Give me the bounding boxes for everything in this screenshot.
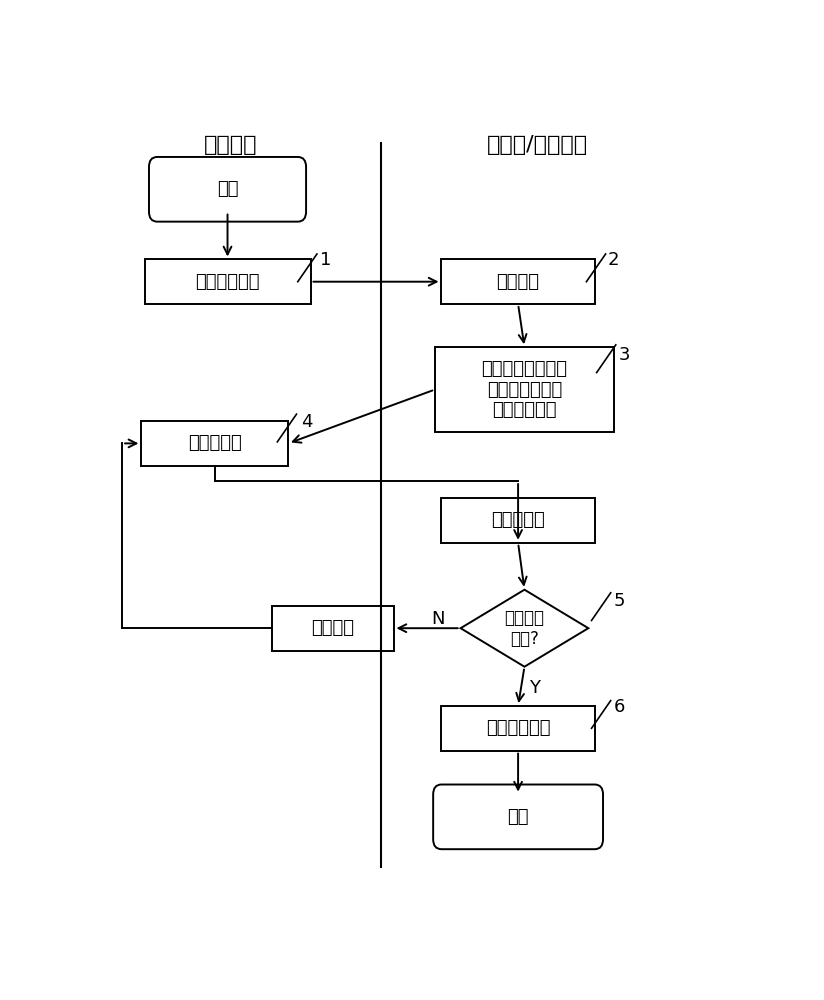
Text: 接收文件包: 接收文件包 — [491, 511, 545, 529]
Text: 通知上传: 通知上传 — [311, 619, 354, 637]
FancyBboxPatch shape — [442, 259, 595, 304]
Text: 开始: 开始 — [217, 180, 238, 198]
FancyBboxPatch shape — [144, 259, 311, 304]
Text: N: N — [432, 610, 445, 628]
Text: 发送文件包: 发送文件包 — [188, 434, 241, 452]
Text: 1: 1 — [320, 251, 331, 269]
Text: 2: 2 — [607, 251, 619, 269]
Text: 6: 6 — [614, 698, 625, 716]
Text: 5: 5 — [614, 592, 625, 610]
Text: 注销当前任务: 注销当前任务 — [486, 719, 550, 737]
FancyBboxPatch shape — [149, 157, 306, 222]
Text: 计算机/数据库端: 计算机/数据库端 — [487, 135, 588, 155]
FancyBboxPatch shape — [141, 421, 288, 466]
FancyBboxPatch shape — [442, 498, 595, 543]
Text: Y: Y — [528, 679, 540, 697]
Text: 焊接电源: 焊接电源 — [204, 135, 257, 155]
FancyBboxPatch shape — [442, 706, 595, 751]
Text: 注册任务: 注册任务 — [497, 273, 540, 291]
Text: 请求上传文件: 请求上传文件 — [195, 273, 260, 291]
FancyBboxPatch shape — [272, 606, 394, 651]
Text: 选定当前任务，向
对应的焊接电源
回复允许发送: 选定当前任务，向 对应的焊接电源 回复允许发送 — [481, 360, 568, 419]
Text: 结束: 结束 — [508, 808, 529, 826]
Text: 4: 4 — [301, 413, 312, 431]
Polygon shape — [461, 590, 588, 667]
Text: 文件上传
完毕?: 文件上传 完毕? — [504, 609, 545, 648]
Text: 3: 3 — [619, 346, 630, 364]
FancyBboxPatch shape — [435, 347, 614, 432]
FancyBboxPatch shape — [433, 785, 603, 849]
